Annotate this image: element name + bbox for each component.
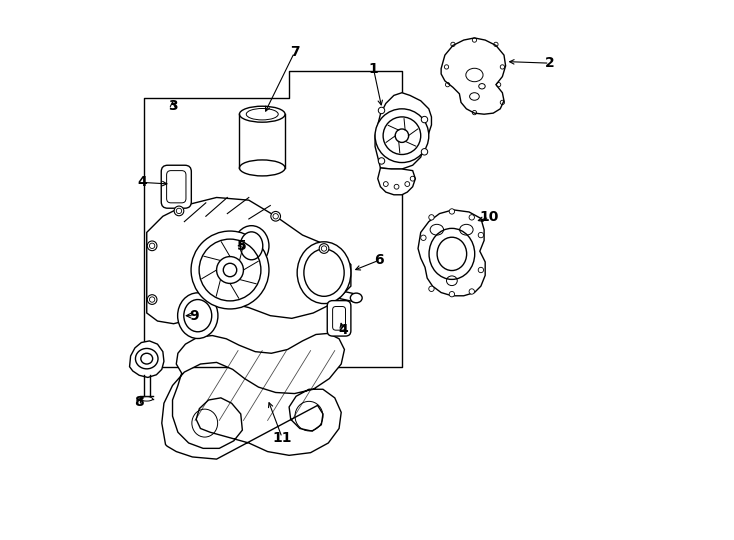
FancyBboxPatch shape: [161, 165, 192, 208]
Ellipse shape: [469, 215, 474, 220]
Text: 10: 10: [480, 211, 499, 224]
Ellipse shape: [479, 232, 484, 238]
Ellipse shape: [429, 228, 475, 279]
Ellipse shape: [350, 293, 362, 303]
Ellipse shape: [375, 109, 429, 163]
Ellipse shape: [319, 244, 329, 253]
Text: 3: 3: [167, 99, 178, 113]
Ellipse shape: [217, 256, 244, 284]
Ellipse shape: [304, 249, 344, 296]
Polygon shape: [129, 341, 164, 377]
Polygon shape: [418, 210, 485, 296]
Ellipse shape: [479, 84, 485, 89]
Ellipse shape: [469, 289, 474, 294]
Ellipse shape: [429, 215, 434, 220]
Text: 2: 2: [545, 56, 554, 70]
Ellipse shape: [395, 129, 409, 143]
Ellipse shape: [271, 212, 280, 221]
Ellipse shape: [421, 235, 426, 240]
Polygon shape: [147, 198, 351, 323]
Ellipse shape: [378, 107, 385, 113]
Polygon shape: [441, 38, 506, 114]
Ellipse shape: [449, 209, 454, 214]
Text: 8: 8: [134, 395, 144, 409]
Text: 5: 5: [236, 239, 246, 253]
Polygon shape: [378, 168, 415, 195]
Ellipse shape: [240, 232, 263, 260]
Ellipse shape: [234, 226, 269, 266]
Ellipse shape: [148, 295, 157, 305]
Ellipse shape: [191, 231, 269, 309]
Ellipse shape: [470, 93, 479, 100]
Ellipse shape: [178, 293, 218, 339]
Ellipse shape: [239, 160, 285, 176]
Text: 1: 1: [368, 62, 378, 76]
Ellipse shape: [297, 242, 351, 303]
Ellipse shape: [449, 292, 454, 297]
Ellipse shape: [141, 397, 153, 401]
Text: 6: 6: [374, 253, 384, 267]
Polygon shape: [375, 93, 432, 169]
Text: 4: 4: [338, 323, 348, 337]
Text: 7: 7: [290, 45, 299, 59]
Ellipse shape: [466, 68, 483, 82]
Polygon shape: [161, 333, 344, 459]
Ellipse shape: [421, 148, 428, 155]
Ellipse shape: [378, 158, 385, 164]
Ellipse shape: [184, 300, 211, 332]
Ellipse shape: [239, 106, 285, 122]
Text: 4: 4: [137, 176, 148, 190]
Ellipse shape: [479, 267, 484, 273]
Text: 11: 11: [272, 430, 292, 444]
Text: 9: 9: [189, 309, 199, 323]
Ellipse shape: [174, 206, 184, 216]
Ellipse shape: [148, 241, 157, 251]
FancyBboxPatch shape: [327, 301, 351, 336]
Ellipse shape: [421, 116, 428, 123]
Ellipse shape: [429, 286, 434, 292]
